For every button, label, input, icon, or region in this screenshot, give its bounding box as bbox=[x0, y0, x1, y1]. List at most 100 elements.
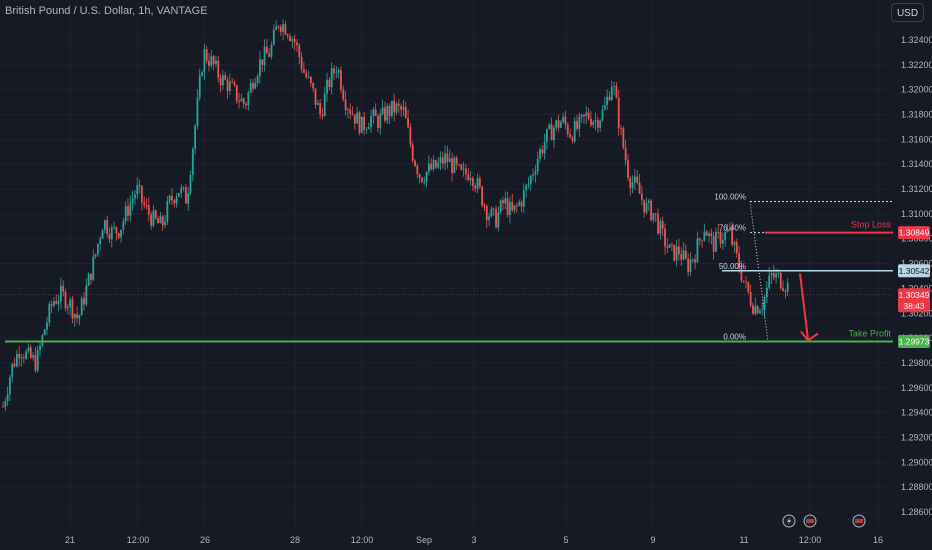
candle-body bbox=[439, 157, 442, 163]
candle-body bbox=[196, 97, 199, 127]
currency-button[interactable]: USD bbox=[891, 3, 924, 22]
candle-body bbox=[159, 216, 162, 224]
candle-body bbox=[381, 107, 384, 114]
candle-body bbox=[328, 79, 331, 88]
candle-body bbox=[532, 174, 534, 177]
candle-body bbox=[83, 298, 85, 305]
candle-body bbox=[715, 231, 717, 252]
candle-body bbox=[370, 116, 372, 127]
candle-body bbox=[703, 231, 706, 241]
time-tick-label: 21 bbox=[65, 535, 75, 545]
candle-body bbox=[20, 357, 23, 359]
candle-body bbox=[499, 200, 502, 213]
candle-body bbox=[55, 301, 58, 304]
candle-body bbox=[476, 178, 479, 189]
candle-body bbox=[710, 233, 713, 236]
candle-body bbox=[293, 39, 296, 43]
fib-level-label: 76.40% bbox=[719, 224, 746, 233]
time-tick-label: 5 bbox=[563, 535, 568, 545]
candle-body bbox=[143, 202, 146, 205]
candle-body bbox=[265, 46, 268, 54]
candle-body bbox=[409, 127, 412, 145]
candle-body bbox=[650, 200, 653, 221]
candle-body bbox=[483, 205, 486, 207]
candle-body bbox=[189, 175, 192, 194]
candle-body bbox=[256, 76, 259, 83]
candle-body bbox=[164, 221, 166, 226]
candle-body bbox=[145, 204, 148, 206]
candle-body bbox=[485, 206, 488, 221]
candle-body bbox=[543, 142, 546, 154]
candle-body bbox=[497, 212, 500, 228]
stop-loss-price-label: 1.30849 bbox=[899, 228, 930, 238]
candle-body bbox=[113, 227, 116, 228]
candle-body bbox=[705, 231, 708, 236]
price-tick-label: 1.31800 bbox=[901, 110, 932, 120]
candle-body bbox=[224, 74, 227, 80]
candle-body bbox=[108, 233, 111, 240]
candle-body bbox=[428, 163, 430, 172]
candle-body bbox=[217, 60, 220, 78]
candle-body bbox=[555, 120, 558, 128]
candle-body bbox=[353, 114, 356, 124]
candle-body bbox=[775, 273, 778, 278]
candle-body bbox=[57, 301, 60, 304]
candle-body bbox=[203, 49, 206, 73]
candle-body bbox=[15, 353, 18, 367]
candle-body bbox=[451, 158, 453, 173]
candle-body bbox=[78, 315, 81, 319]
candle-body bbox=[441, 157, 444, 164]
candle-body bbox=[397, 103, 400, 106]
symbol-title: British Pound / U.S. Dollar, 1h, VANTAGE bbox=[5, 5, 208, 17]
candle-body bbox=[85, 285, 88, 305]
time-axis[interactable]: 21 12:00 26 28 12:00 Sep 3 5 9 11 12:00 16 bbox=[0, 514, 893, 550]
candle-body bbox=[194, 126, 197, 149]
candle-body bbox=[421, 177, 423, 182]
candle-body bbox=[161, 216, 164, 226]
entry-price-label-bg bbox=[898, 264, 930, 278]
candle-body bbox=[272, 29, 275, 45]
entry-price-label: 1.30542 bbox=[899, 266, 930, 276]
candle-body bbox=[784, 290, 787, 292]
price-axis[interactable]: 1.32400 1.32200 1.32000 1.31800 1.31600 1.314… bbox=[893, 0, 932, 550]
candle-body bbox=[252, 83, 254, 89]
candle-body bbox=[631, 182, 634, 189]
candle-body bbox=[613, 85, 615, 87]
candle-body bbox=[701, 240, 703, 242]
candle-body bbox=[286, 34, 289, 37]
candle-body bbox=[585, 112, 588, 117]
candle-body bbox=[69, 299, 72, 307]
candle-body bbox=[578, 116, 581, 129]
price-tick-label: 1.30600 bbox=[901, 259, 932, 269]
candle-body bbox=[180, 187, 183, 194]
candle-body bbox=[629, 178, 632, 189]
flag-canton bbox=[855, 519, 858, 521]
candle-body bbox=[263, 46, 266, 65]
time-tick-label: 12:00 bbox=[351, 535, 374, 545]
candle-body bbox=[319, 102, 322, 115]
candle-body bbox=[134, 194, 136, 199]
candle-body bbox=[400, 105, 403, 110]
candle-body bbox=[356, 112, 359, 124]
candle-body bbox=[277, 26, 280, 28]
candle-body bbox=[374, 109, 377, 117]
candle-body bbox=[779, 272, 782, 289]
candle-body bbox=[636, 176, 639, 183]
candle-body bbox=[529, 176, 532, 184]
candle-body bbox=[212, 56, 215, 65]
fibonacci-retracement[interactable]: 100.00% 76.40% 50.00% 0.00% bbox=[714, 192, 893, 342]
candle-body bbox=[488, 216, 490, 221]
candle-body bbox=[41, 335, 44, 346]
price-tick-label: 1.29800 bbox=[901, 358, 932, 368]
candle-body bbox=[210, 56, 213, 66]
candle-body bbox=[298, 45, 301, 58]
candle-body bbox=[661, 221, 664, 229]
candle-body bbox=[717, 231, 720, 233]
candle-body bbox=[27, 347, 30, 352]
candle-body bbox=[652, 213, 655, 221]
candle-body bbox=[235, 85, 238, 102]
candle-body bbox=[553, 127, 555, 141]
time-tick-label: 28 bbox=[290, 535, 300, 545]
candle-body bbox=[254, 82, 257, 89]
